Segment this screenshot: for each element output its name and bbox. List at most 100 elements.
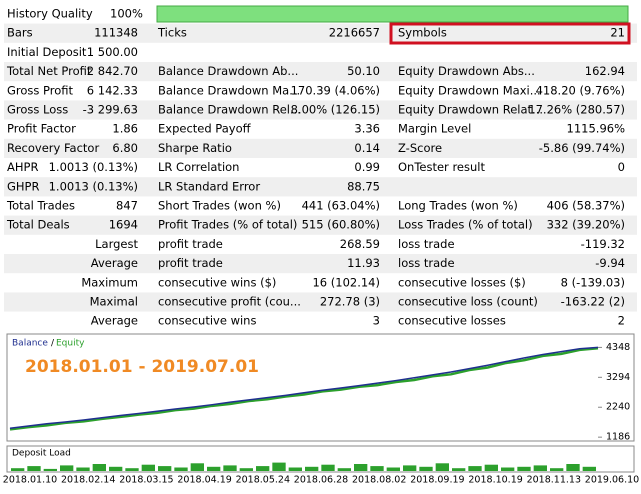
cell-label: Balance Drawdown Rel... bbox=[158, 103, 301, 117]
cell-label: Maximum bbox=[81, 275, 138, 289]
cell-label: Equity Drawdown Relat... bbox=[398, 103, 543, 117]
y-tick-label: 2240 bbox=[606, 402, 630, 413]
load-bar bbox=[386, 467, 400, 471]
row-bg bbox=[4, 254, 637, 274]
cell-value: 2 842.70 bbox=[87, 64, 138, 78]
legend-balance: Balance bbox=[12, 339, 48, 349]
load-bar bbox=[288, 467, 302, 471]
load-bar bbox=[484, 464, 498, 471]
highlight-box bbox=[389, 22, 631, 45]
cell-value: 418.20 (9.76%) bbox=[536, 83, 625, 97]
cell-value: 406 (58.37%) bbox=[547, 199, 625, 213]
cell-value: 88.75 bbox=[347, 179, 380, 193]
cell-label: LR Standard Error bbox=[158, 179, 260, 193]
load-bar bbox=[60, 465, 74, 471]
cell-value: 0 bbox=[618, 160, 625, 174]
load-bar bbox=[141, 464, 155, 471]
load-bar bbox=[337, 468, 351, 471]
cell-value: 111348 bbox=[94, 26, 138, 40]
cell-label: Sharpe Ratio bbox=[158, 141, 232, 155]
cell-label: Initial Deposit bbox=[7, 45, 87, 59]
load-bar bbox=[321, 464, 335, 471]
cell-value: -9.94 bbox=[595, 256, 625, 270]
load-bar bbox=[239, 468, 253, 471]
cell-label: History Quality bbox=[7, 7, 93, 21]
cell-value: 1.86 bbox=[112, 122, 138, 136]
cell-label: Gross Profit bbox=[7, 83, 74, 97]
cell-value: 0.14 bbox=[354, 141, 380, 155]
load-bar bbox=[582, 466, 596, 471]
cell-value: 100% bbox=[110, 7, 143, 21]
cell-label: Gross Loss bbox=[7, 103, 68, 117]
cell-value: 1.0013 (0.13%) bbox=[49, 160, 138, 174]
cell-label: consecutive profit (cou... bbox=[158, 295, 301, 309]
y-tick-label: 1186 bbox=[606, 432, 630, 443]
cell-value: 268.59 bbox=[340, 237, 380, 251]
cell-value: 3 bbox=[373, 314, 380, 328]
x-tick-label: 2018.04.19 bbox=[177, 475, 231, 486]
cell-value: 1 500.00 bbox=[87, 45, 138, 59]
cell-value: -3 299.63 bbox=[83, 103, 138, 117]
cell-label: LR Correlation bbox=[158, 160, 239, 174]
load-bar bbox=[158, 466, 172, 471]
y-tick-label: 3294 bbox=[606, 372, 630, 383]
cell-value: 1694 bbox=[109, 218, 138, 232]
x-tick-label: 2018.08.02 bbox=[352, 475, 406, 486]
cell-label: Symbols bbox=[398, 26, 447, 40]
cell-label: Expected Payoff bbox=[158, 122, 252, 136]
cell-label: Average bbox=[91, 314, 138, 328]
x-tick-label: 2018.09.19 bbox=[410, 475, 464, 486]
x-tick-label: 2018.05.24 bbox=[236, 475, 290, 486]
load-bar bbox=[125, 468, 139, 471]
cell-label: Maximal bbox=[90, 295, 138, 309]
cell-value: 515 (60.80%) bbox=[302, 218, 380, 232]
cell-value: 50.10 bbox=[347, 64, 380, 78]
cell-label: Long Trades (won %) bbox=[398, 199, 518, 213]
x-tick-label: 2019.06.10 bbox=[585, 475, 639, 486]
cell-label: consecutive losses bbox=[398, 314, 506, 328]
cell-value: 3.36 bbox=[354, 122, 380, 136]
equity-line bbox=[9, 346, 599, 431]
load-bar bbox=[501, 467, 515, 471]
x-tick-label: 2018.10.19 bbox=[468, 475, 522, 486]
balance-line bbox=[9, 346, 599, 429]
cell-label: Short Trades (won %) bbox=[158, 199, 281, 213]
load-bar bbox=[305, 466, 319, 471]
cell-value: 847 bbox=[116, 199, 138, 213]
legend-sep: / bbox=[51, 339, 55, 349]
cell-label: Loss Trades (% of total) bbox=[398, 218, 533, 232]
load-bar bbox=[403, 465, 417, 471]
cell-label: loss trade bbox=[398, 237, 455, 251]
cell-label: Profit Trades (% of total) bbox=[158, 218, 297, 232]
x-tick-label: 2018.03.15 bbox=[119, 475, 173, 486]
cell-value: 8.00% (126.15) bbox=[291, 103, 380, 117]
cell-value: 1.0013 (0.13%) bbox=[49, 179, 138, 193]
cell-label: Ticks bbox=[157, 26, 187, 40]
load-bar bbox=[190, 463, 204, 471]
cell-label: Equity Drawdown Abs... bbox=[398, 64, 535, 78]
cell-value: -163.22 (2) bbox=[561, 295, 625, 309]
cell-label: OnTester result bbox=[398, 160, 485, 174]
load-bar bbox=[11, 468, 25, 471]
deposit-load-title: Deposit Load bbox=[12, 449, 71, 459]
cell-value: 11.93 bbox=[347, 256, 380, 270]
load-bar bbox=[76, 467, 90, 471]
cell-value: 2 bbox=[618, 314, 625, 328]
load-bar bbox=[207, 466, 221, 471]
x-tick-label: 2018.06.28 bbox=[294, 475, 348, 486]
row-bg bbox=[4, 100, 637, 120]
cell-label: Bars bbox=[7, 26, 33, 40]
cell-value: -119.32 bbox=[581, 237, 625, 251]
y-tick-label: 4348 bbox=[606, 342, 630, 353]
load-bar bbox=[370, 466, 384, 471]
cell-label: Recovery Factor bbox=[7, 141, 99, 155]
cell-value: 162.94 bbox=[585, 64, 625, 78]
cell-label: Equity Drawdown Maxi... bbox=[398, 83, 541, 97]
cell-label: loss trade bbox=[398, 256, 455, 270]
load-bar bbox=[452, 468, 466, 471]
cell-label: consecutive wins ($) bbox=[158, 275, 276, 289]
load-bar bbox=[435, 463, 449, 471]
cell-label: consecutive loss (count) bbox=[398, 295, 538, 309]
load-bar bbox=[517, 466, 531, 471]
